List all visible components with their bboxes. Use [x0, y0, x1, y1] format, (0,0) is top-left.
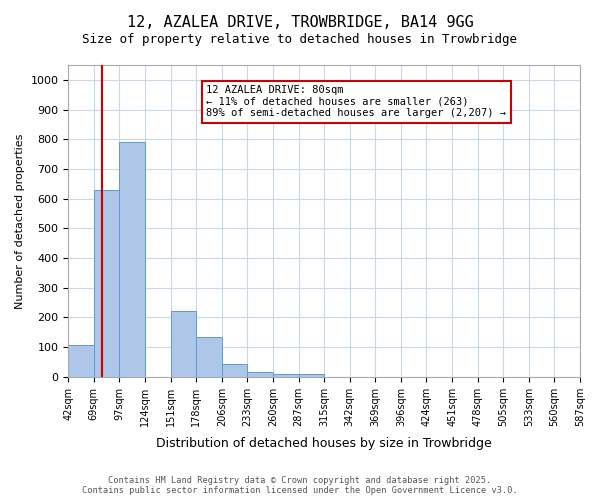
Bar — [222, 364, 247, 377]
Y-axis label: Number of detached properties: Number of detached properties — [15, 133, 25, 308]
Text: 12 AZALEA DRIVE: 80sqm
← 11% of detached houses are smaller (263)
89% of semi-de: 12 AZALEA DRIVE: 80sqm ← 11% of detached… — [206, 86, 506, 118]
Bar — [94, 190, 119, 377]
X-axis label: Distribution of detached houses by size in Trowbridge: Distribution of detached houses by size … — [156, 437, 492, 450]
Bar — [247, 372, 273, 377]
Bar — [273, 374, 299, 377]
Bar — [299, 374, 324, 377]
Text: 12, AZALEA DRIVE, TROWBRIDGE, BA14 9GG: 12, AZALEA DRIVE, TROWBRIDGE, BA14 9GG — [127, 15, 473, 30]
Bar — [68, 345, 94, 377]
Text: Size of property relative to detached houses in Trowbridge: Size of property relative to detached ho… — [83, 32, 517, 46]
Bar — [119, 142, 145, 377]
Bar — [170, 312, 196, 377]
Bar — [196, 336, 222, 377]
Text: Contains HM Land Registry data © Crown copyright and database right 2025.
Contai: Contains HM Land Registry data © Crown c… — [82, 476, 518, 495]
